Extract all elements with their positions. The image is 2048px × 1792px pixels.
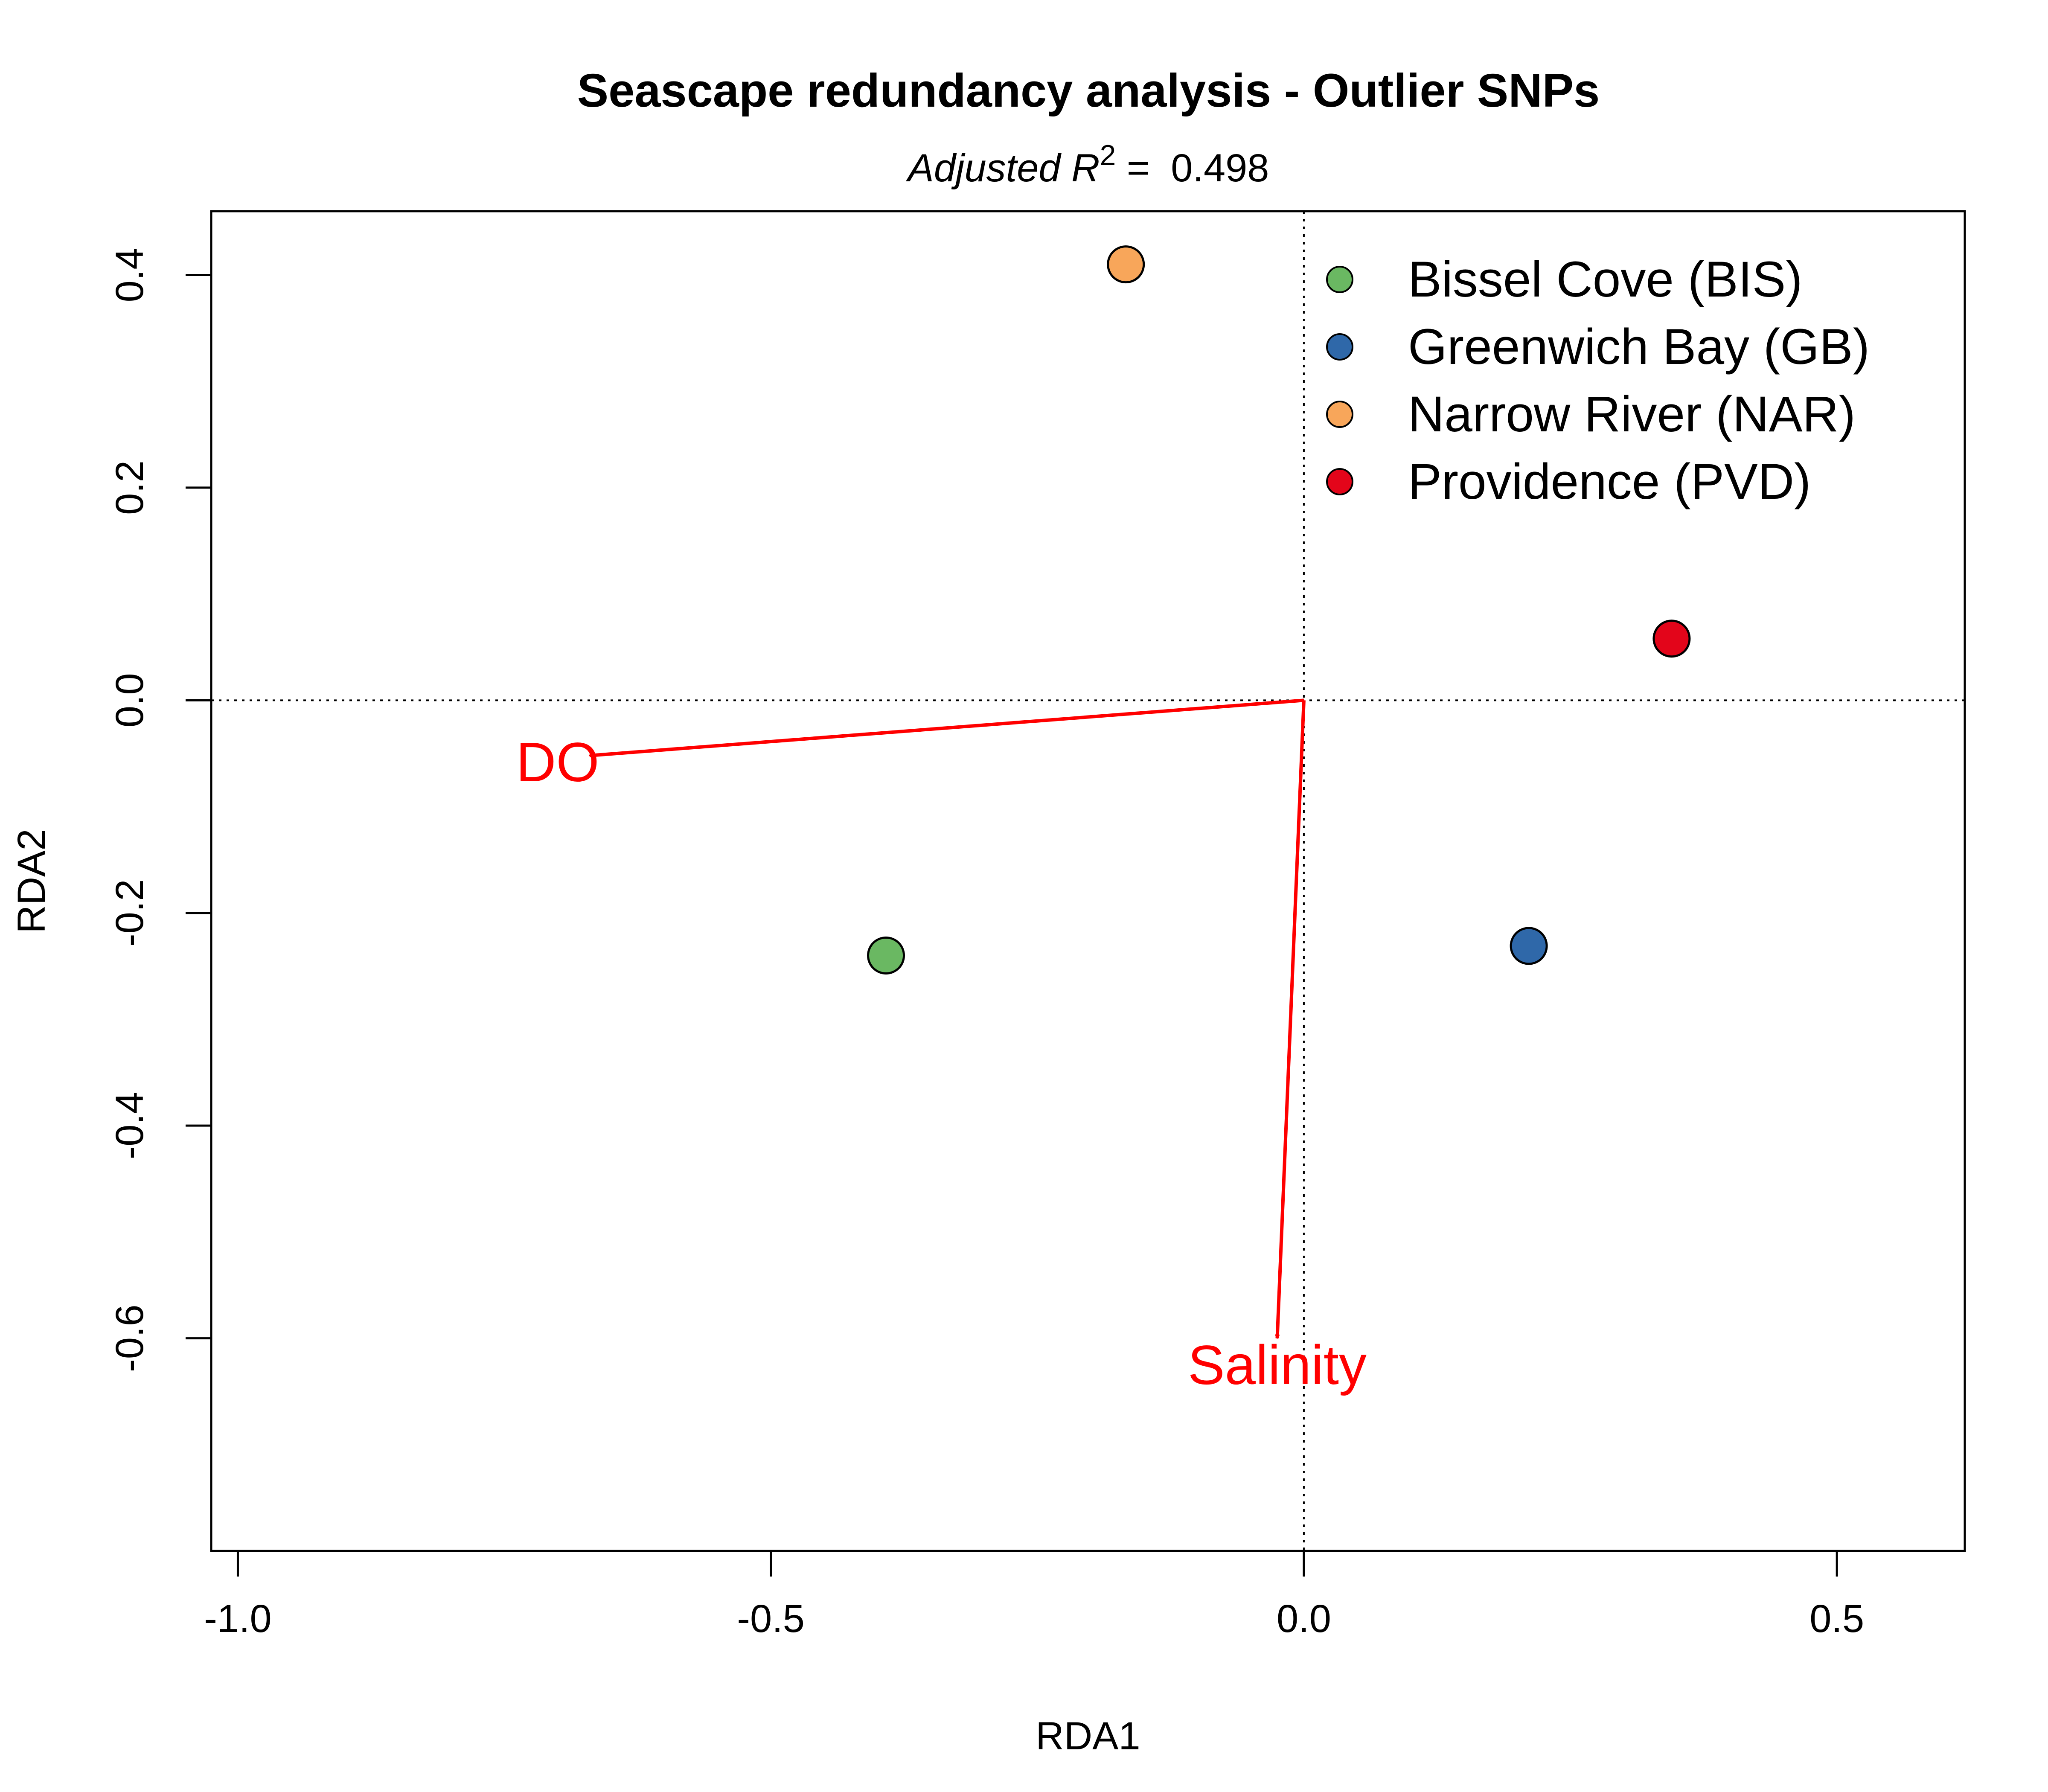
data-point-0 [867, 936, 905, 975]
arrow-label-salinity: Salinity [1188, 1334, 1367, 1396]
reference-lines [211, 211, 1965, 1551]
y-tick-label: -0.6 [108, 1304, 151, 1372]
y-axis-label: RDA2 [10, 829, 53, 933]
x-tick-label: -0.5 [737, 1597, 805, 1641]
chart-title: Seascape redundancy analysis - Outlier S… [577, 64, 1600, 117]
biplot-arrows: DO Salinity [516, 698, 1367, 1396]
x-axis: -1.0 -0.5 0.0 0.5 [204, 1551, 1864, 1641]
y-tick-label: -0.4 [108, 1092, 151, 1160]
x-tick-label: -1.0 [204, 1597, 272, 1641]
legend-marker-1 [1326, 333, 1353, 361]
legend-marker-2 [1326, 401, 1353, 428]
data-point-3 [1652, 620, 1691, 658]
legend-label: Bissel Cove (BIS) [1408, 251, 1803, 308]
subtitle-value: 0.498 [1171, 146, 1269, 190]
legend-label: Providence (PVD) [1408, 454, 1811, 510]
plot-frame [210, 210, 1966, 1552]
arrow-label-do: DO [516, 731, 599, 793]
subtitle-prefix: Adjusted R [906, 146, 1100, 190]
arrow-do [590, 698, 1304, 756]
legend-label: Greenwich Bay (GB) [1408, 319, 1870, 375]
y-tick-label: 0.2 [108, 460, 151, 515]
legend-label: Narrow River (NAR) [1408, 386, 1856, 442]
subtitle-superscript: 2 [1100, 139, 1116, 172]
y-axis: 0.4 0.2 0.0 -0.2 -0.4 -0.6 [108, 248, 211, 1372]
y-tick-label: 0.0 [108, 673, 151, 727]
legend-marker-3 [1326, 468, 1353, 495]
data-point-1 [1510, 927, 1548, 965]
legend-marker-0 [1326, 266, 1353, 293]
x-tick-label: 0.5 [1809, 1597, 1864, 1641]
chart-subtitle: Adjusted R2 = 0.498 [906, 139, 1269, 190]
legend: Bissel Cove (BIS) Greenwich Bay (GB) Narro… [1326, 251, 1870, 510]
y-tick-label: -0.2 [108, 879, 151, 947]
arrow-salinity [1277, 700, 1306, 1338]
x-axis-label: RDA1 [1036, 1714, 1140, 1758]
y-tick-label: 0.4 [108, 248, 151, 303]
x-tick-label: 0.0 [1277, 1597, 1331, 1641]
data-point-2 [1107, 245, 1145, 284]
site-points [867, 245, 1691, 975]
subtitle-equals: = [1116, 146, 1161, 190]
